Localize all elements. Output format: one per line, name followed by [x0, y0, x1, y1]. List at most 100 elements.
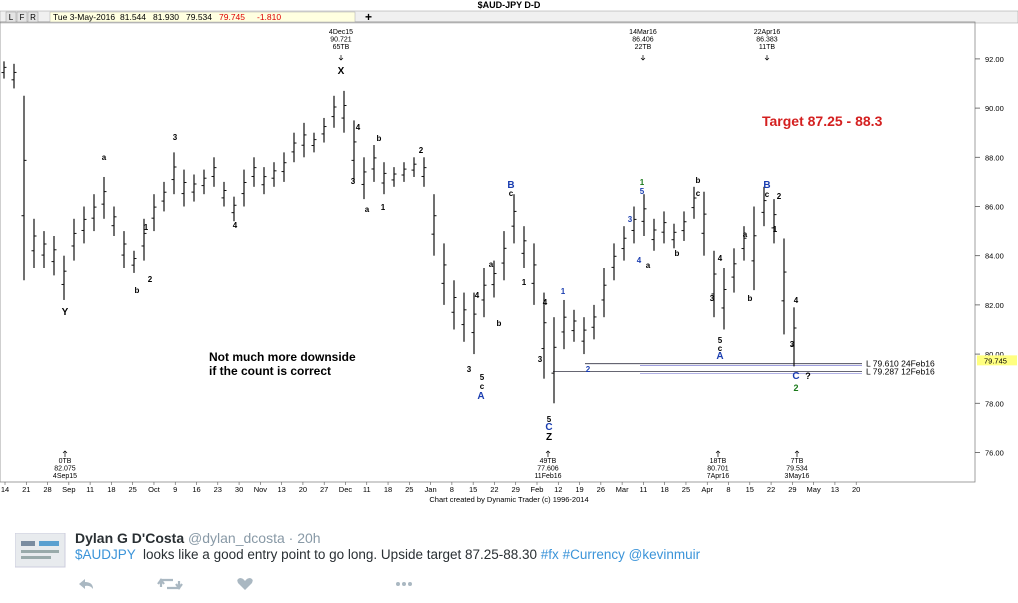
wave-label: 4 [637, 256, 642, 265]
wave-label: 5 [640, 187, 645, 196]
y-tick-label: 88.00 [985, 153, 1004, 162]
tweet: Dylan G D'Costa @dylan_dcosta · 20h $AUD… [0, 505, 1018, 603]
x-tick-label: 25 [405, 485, 413, 494]
x-tick-label: 14 [1, 485, 9, 494]
chart-title: $AUD-JPY D-D [478, 0, 541, 10]
wave-label: 2 [793, 383, 798, 393]
avatar [15, 533, 66, 568]
handle[interactable]: @dylan_dcosta [188, 530, 285, 546]
wave-label: X [338, 66, 345, 77]
like-icon[interactable] [237, 578, 253, 590]
link[interactable]: #fx [540, 547, 559, 562]
wave-label: A [477, 391, 484, 402]
wave-label: c [718, 344, 723, 353]
toolbar-button[interactable] [16, 11, 28, 23]
x-tick-label: 18 [384, 485, 392, 494]
toolbar-label: F [20, 13, 25, 22]
top-note: 22Apr16 [754, 29, 781, 36]
x-tick-label: 18 [661, 485, 669, 494]
x-tick-label: 22 [490, 485, 498, 494]
top-note: 86.406 [632, 37, 654, 44]
x-tick-label: May [807, 485, 821, 494]
author[interactable]: Dylan G D'Costa @dylan_dcosta · 20h [75, 530, 321, 546]
x-tick-label: Dec [339, 485, 353, 494]
y-tick-label: 78.00 [985, 399, 1004, 408]
reply-icon[interactable] [79, 579, 93, 589]
wave-label: 4 [543, 298, 548, 307]
x-tick-label: 12 [554, 485, 562, 494]
bottom-note: 0TB [59, 458, 72, 465]
wave-label: ? [805, 371, 811, 381]
bottom-note: 4Sep15 [53, 473, 77, 480]
x-tick-label: 28 [43, 485, 51, 494]
wave-label: 5 [480, 373, 485, 382]
quote-field: 81.930 [153, 12, 179, 22]
wave-label: a [102, 153, 107, 162]
wave-label: C [792, 371, 799, 382]
comment: if the count is correct [209, 364, 331, 378]
timestamp[interactable]: · 20h [288, 530, 321, 546]
wave-label: C [545, 422, 552, 433]
wave-label: 2 [148, 275, 153, 284]
text: looks like a good entry point to go long… [135, 547, 541, 562]
y-tick-label: 76.00 [985, 448, 1004, 457]
toolbar-button[interactable] [27, 11, 39, 23]
toolbar-button[interactable] [5, 11, 17, 23]
wave-label: b [135, 286, 140, 295]
x-tick-label: Jan [425, 485, 437, 494]
wave-label: 1 [381, 203, 386, 212]
level-label: L 79.287 12Feb16 [866, 367, 935, 377]
bottom-note: 3May16 [785, 473, 810, 480]
x-tick-label: 8 [450, 485, 454, 494]
wave-label: 1 [522, 278, 527, 287]
top-note: 11TB [759, 44, 776, 51]
add-button[interactable]: + [365, 10, 372, 24]
quote-field: 81.544 [120, 12, 146, 22]
wave-label: 3 [628, 215, 633, 224]
y-tick-label: 92.00 [985, 55, 1004, 64]
x-tick-label: 13 [831, 485, 839, 494]
wave-label: b [497, 319, 502, 328]
wave-label: c [480, 382, 485, 391]
x-tick-label: 29 [512, 485, 520, 494]
wave-label: 1 [640, 178, 645, 187]
wave-label: a [646, 261, 651, 270]
link[interactable]: #Currency [562, 547, 625, 562]
x-tick-label: 25 [682, 485, 690, 494]
wave-label: 1 [773, 225, 778, 234]
credit: Chart created by Dynamic Trader (c) 1996… [429, 495, 588, 504]
bottom-note: 7TB [791, 458, 804, 465]
wave-label: B [507, 180, 514, 191]
more-icon[interactable] [396, 582, 412, 586]
author-name[interactable]: Dylan G D'Costa [75, 530, 185, 546]
note-arrow [640, 55, 646, 61]
x-tick-label: 9 [173, 485, 177, 494]
top-note: 65TB [333, 44, 350, 51]
wave-label: 3 [467, 365, 472, 374]
x-tick-label: 11 [640, 485, 648, 494]
wave-label: 4 [718, 254, 723, 263]
wave-label: b [675, 249, 680, 258]
quote-field: -1.810 [257, 12, 281, 22]
top-note: 4Dec15 [329, 29, 353, 36]
wave-label: 3 [351, 177, 356, 186]
link[interactable]: @kevinmuir [628, 547, 701, 562]
wave-label: c [509, 189, 514, 198]
comment: Not much more downside [209, 350, 356, 364]
level-label: L 79.610 24Feb16 [866, 359, 935, 369]
wave-label: 1 [561, 287, 566, 296]
x-tick-label: 21 [22, 485, 30, 494]
quote-field: 79.534 [186, 12, 212, 22]
wave-label: 2 [586, 365, 591, 374]
link[interactable]: $AUDJPY [75, 547, 136, 562]
wave-label: a [743, 230, 748, 239]
y-tick-label: 84.00 [985, 252, 1004, 261]
retweet-icon[interactable] [157, 578, 183, 590]
x-tick-label: 15 [746, 485, 754, 494]
x-tick-label: 26 [597, 485, 605, 494]
wave-label: 3 [538, 355, 543, 364]
x-tick-label: 19 [575, 485, 583, 494]
x-tick-label: 20 [852, 485, 860, 494]
x-tick-label: 15 [469, 485, 477, 494]
top-note: 22TB [635, 44, 652, 51]
